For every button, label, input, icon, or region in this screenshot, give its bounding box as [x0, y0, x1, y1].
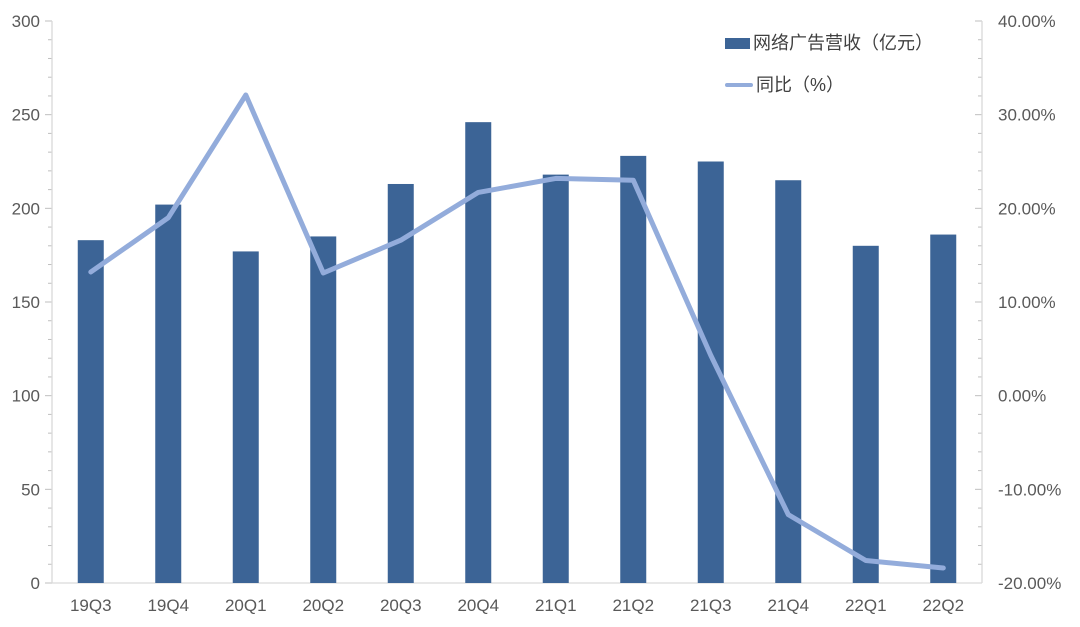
- y-right-label-0.00%: 0.00%: [998, 387, 1046, 406]
- bar-19Q3: [77, 240, 104, 583]
- y-left-label-200: 200: [12, 199, 40, 218]
- bar-22Q2: [930, 234, 957, 583]
- x-label-20Q4: 20Q4: [457, 596, 499, 615]
- x-label-20Q2: 20Q2: [302, 596, 344, 615]
- y-left-label-150: 150: [12, 293, 40, 312]
- x-label-20Q1: 20Q1: [225, 596, 267, 615]
- y-right-label-20.00%: 20.00%: [998, 199, 1056, 218]
- legend-label-revenue: 网络广告营收（亿元）: [753, 33, 933, 53]
- yoy-line: [88, 92, 946, 571]
- y-right-label--20.00%: -20.00%: [998, 574, 1061, 593]
- bar-22Q1: [852, 245, 879, 584]
- bar-20Q1: [232, 251, 259, 584]
- bar-20Q3: [387, 183, 414, 584]
- x-label-22Q2: 22Q2: [922, 596, 964, 615]
- x-label-21Q3: 21Q3: [690, 596, 732, 615]
- y-right-label-30.00%: 30.00%: [998, 106, 1056, 125]
- y-left-label-50: 50: [21, 480, 40, 499]
- legend-item-revenue: 网络广告营收（亿元）: [725, 32, 933, 54]
- y-right-label--10.00%: -10.00%: [998, 480, 1061, 499]
- y-right-label-10.00%: 10.00%: [998, 293, 1056, 312]
- legend-item-yoy: 同比（%）: [725, 74, 933, 96]
- bar-21Q1: [542, 174, 569, 583]
- x-label-21Q2: 21Q2: [612, 596, 654, 615]
- x-label-20Q3: 20Q3: [380, 596, 422, 615]
- x-label-19Q3: 19Q3: [70, 596, 112, 615]
- bar-20Q2: [310, 236, 337, 583]
- y-left-label-100: 100: [12, 387, 40, 406]
- x-label-19Q4: 19Q4: [147, 596, 189, 615]
- legend-label-yoy: 同比（%）: [756, 75, 845, 95]
- x-label-21Q1: 21Q1: [535, 596, 577, 615]
- y-left-label-300: 300: [12, 12, 40, 31]
- x-label-21Q4: 21Q4: [767, 596, 809, 615]
- bar-19Q4: [155, 204, 182, 583]
- line-swatch-icon: [725, 83, 753, 87]
- y-left-label-250: 250: [12, 106, 40, 125]
- bar-swatch-icon: [725, 37, 750, 49]
- x-label-22Q1: 22Q1: [845, 596, 887, 615]
- bar-21Q2: [620, 155, 647, 583]
- y-left-label-0: 0: [31, 574, 40, 593]
- y-right-label-40.00%: 40.00%: [998, 12, 1056, 31]
- chart-legend: 网络广告营收（亿元） 同比（%）: [725, 32, 933, 96]
